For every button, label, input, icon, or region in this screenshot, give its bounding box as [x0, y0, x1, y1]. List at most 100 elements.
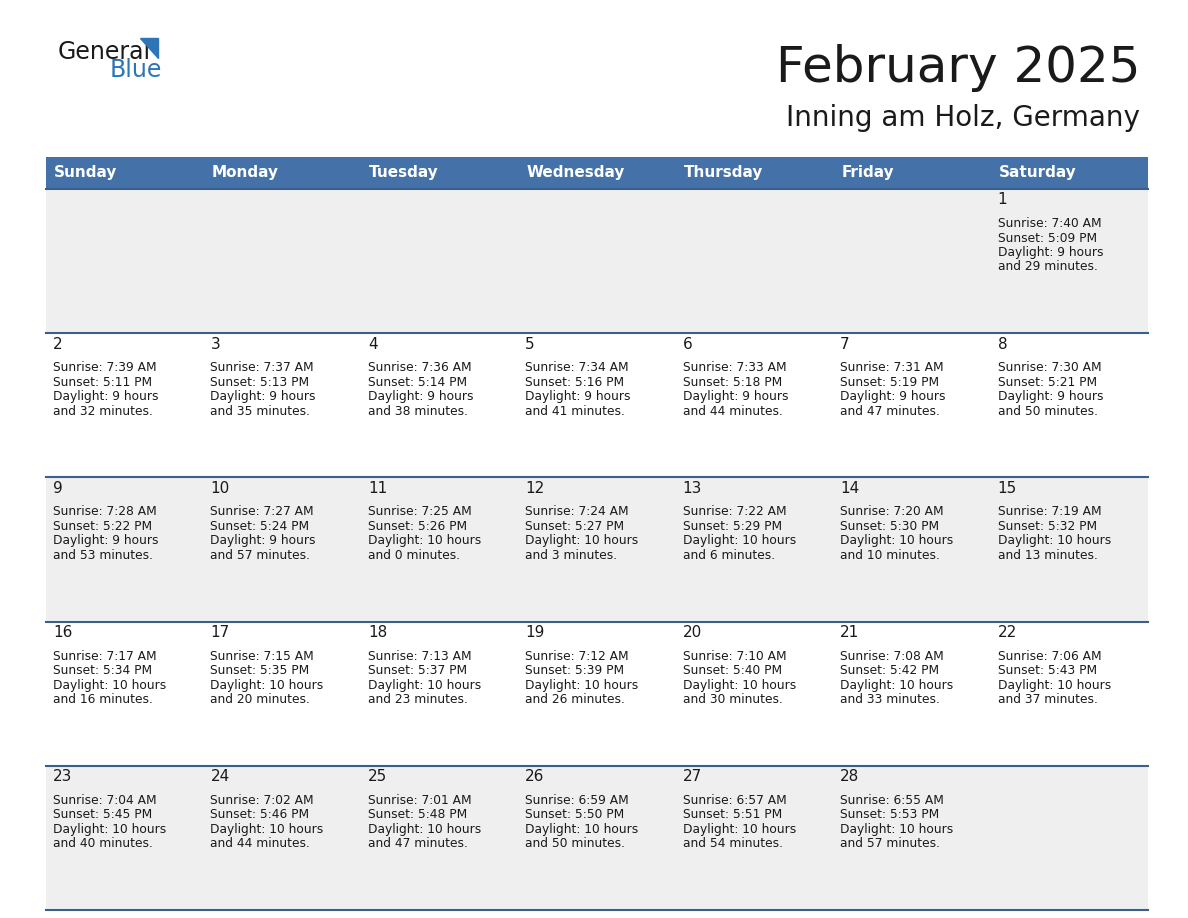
Text: Sunrise: 7:22 AM: Sunrise: 7:22 AM	[683, 506, 786, 519]
Text: Sunset: 5:48 PM: Sunset: 5:48 PM	[368, 809, 467, 822]
Text: 8: 8	[998, 337, 1007, 352]
Text: 7: 7	[840, 337, 849, 352]
Bar	[46, 333, 1148, 477]
Text: and 50 minutes.: and 50 minutes.	[998, 405, 1098, 418]
Text: Sunrise: 7:30 AM: Sunrise: 7:30 AM	[998, 361, 1101, 375]
Text: Sunrise: 7:24 AM: Sunrise: 7:24 AM	[525, 506, 628, 519]
Text: Daylight: 9 hours: Daylight: 9 hours	[683, 390, 788, 403]
Text: Sunset: 5:43 PM: Sunset: 5:43 PM	[998, 664, 1097, 677]
Text: Sunrise: 7:27 AM: Sunrise: 7:27 AM	[210, 506, 314, 519]
Text: Sunrise: 6:59 AM: Sunrise: 6:59 AM	[525, 794, 628, 807]
Text: Sunrise: 7:20 AM: Sunrise: 7:20 AM	[840, 506, 943, 519]
Text: Sunrise: 7:06 AM: Sunrise: 7:06 AM	[998, 650, 1101, 663]
Text: Sunset: 5:24 PM: Sunset: 5:24 PM	[210, 520, 310, 533]
Text: Sunset: 5:46 PM: Sunset: 5:46 PM	[210, 809, 310, 822]
Text: Sunrise: 7:12 AM: Sunrise: 7:12 AM	[525, 650, 628, 663]
Text: Sunrise: 7:04 AM: Sunrise: 7:04 AM	[53, 794, 157, 807]
Text: 3: 3	[210, 337, 220, 352]
Text: Sunset: 5:22 PM: Sunset: 5:22 PM	[53, 520, 152, 533]
Text: Daylight: 10 hours: Daylight: 10 hours	[683, 534, 796, 547]
Text: Sunrise: 7:36 AM: Sunrise: 7:36 AM	[368, 361, 472, 375]
Text: and 57 minutes.: and 57 minutes.	[210, 549, 310, 562]
Text: 21: 21	[840, 625, 859, 640]
Text: Friday: Friday	[841, 165, 893, 181]
Text: Sunday: Sunday	[53, 165, 118, 181]
Text: February 2025: February 2025	[776, 44, 1140, 92]
Text: and 29 minutes.: and 29 minutes.	[998, 261, 1098, 274]
Text: Sunrise: 7:02 AM: Sunrise: 7:02 AM	[210, 794, 314, 807]
Text: 6: 6	[683, 337, 693, 352]
Text: Daylight: 10 hours: Daylight: 10 hours	[210, 823, 323, 835]
Text: and 47 minutes.: and 47 minutes.	[368, 837, 468, 850]
Text: Daylight: 9 hours: Daylight: 9 hours	[525, 390, 631, 403]
Text: 2: 2	[53, 337, 63, 352]
Text: 28: 28	[840, 769, 859, 784]
Text: Daylight: 9 hours: Daylight: 9 hours	[53, 534, 158, 547]
Text: and 26 minutes.: and 26 minutes.	[525, 693, 625, 706]
Text: and 40 minutes.: and 40 minutes.	[53, 837, 153, 850]
Text: and 50 minutes.: and 50 minutes.	[525, 837, 625, 850]
Text: Daylight: 10 hours: Daylight: 10 hours	[368, 534, 481, 547]
Text: and 16 minutes.: and 16 minutes.	[53, 693, 153, 706]
Text: Sunrise: 7:01 AM: Sunrise: 7:01 AM	[368, 794, 472, 807]
Text: Daylight: 10 hours: Daylight: 10 hours	[525, 678, 638, 691]
Text: Wednesday: Wednesday	[526, 165, 625, 181]
Text: Sunrise: 7:17 AM: Sunrise: 7:17 AM	[53, 650, 157, 663]
Text: and 54 minutes.: and 54 minutes.	[683, 837, 783, 850]
Text: 18: 18	[368, 625, 387, 640]
Text: Sunset: 5:40 PM: Sunset: 5:40 PM	[683, 664, 782, 677]
Text: and 6 minutes.: and 6 minutes.	[683, 549, 775, 562]
Text: Sunset: 5:18 PM: Sunset: 5:18 PM	[683, 375, 782, 388]
Text: Daylight: 10 hours: Daylight: 10 hours	[53, 678, 166, 691]
Text: Daylight: 9 hours: Daylight: 9 hours	[368, 390, 473, 403]
Text: Daylight: 9 hours: Daylight: 9 hours	[210, 390, 316, 403]
Text: Thursday: Thursday	[684, 165, 763, 181]
Text: 20: 20	[683, 625, 702, 640]
Text: 12: 12	[525, 481, 544, 496]
Text: Sunrise: 7:33 AM: Sunrise: 7:33 AM	[683, 361, 786, 375]
Text: Sunrise: 7:31 AM: Sunrise: 7:31 AM	[840, 361, 943, 375]
Text: Daylight: 10 hours: Daylight: 10 hours	[210, 678, 323, 691]
Text: Sunset: 5:11 PM: Sunset: 5:11 PM	[53, 375, 152, 388]
Bar	[203, 157, 361, 189]
Text: Sunset: 5:29 PM: Sunset: 5:29 PM	[683, 520, 782, 533]
Text: 10: 10	[210, 481, 229, 496]
Text: 14: 14	[840, 481, 859, 496]
Text: 9: 9	[53, 481, 63, 496]
Text: 15: 15	[998, 481, 1017, 496]
Text: Saturday: Saturday	[999, 165, 1076, 181]
Text: Sunset: 5:09 PM: Sunset: 5:09 PM	[998, 231, 1097, 244]
Text: Sunset: 5:45 PM: Sunset: 5:45 PM	[53, 809, 152, 822]
Text: and 44 minutes.: and 44 minutes.	[683, 405, 783, 418]
Text: and 32 minutes.: and 32 minutes.	[53, 405, 153, 418]
Bar	[676, 157, 833, 189]
Bar	[46, 189, 1148, 333]
Text: General: General	[58, 40, 151, 64]
Text: 17: 17	[210, 625, 229, 640]
Text: Daylight: 10 hours: Daylight: 10 hours	[998, 678, 1111, 691]
Text: and 10 minutes.: and 10 minutes.	[840, 549, 940, 562]
Text: 19: 19	[525, 625, 544, 640]
Text: and 47 minutes.: and 47 minutes.	[840, 405, 940, 418]
Text: Sunrise: 7:39 AM: Sunrise: 7:39 AM	[53, 361, 157, 375]
Bar	[991, 157, 1148, 189]
Text: Daylight: 10 hours: Daylight: 10 hours	[525, 534, 638, 547]
Text: Sunrise: 6:57 AM: Sunrise: 6:57 AM	[683, 794, 786, 807]
Text: Sunrise: 7:10 AM: Sunrise: 7:10 AM	[683, 650, 786, 663]
Bar	[361, 157, 518, 189]
Text: Sunset: 5:16 PM: Sunset: 5:16 PM	[525, 375, 625, 388]
Text: Daylight: 9 hours: Daylight: 9 hours	[998, 390, 1104, 403]
Text: 1: 1	[998, 193, 1007, 207]
Text: and 35 minutes.: and 35 minutes.	[210, 405, 310, 418]
Text: Daylight: 9 hours: Daylight: 9 hours	[998, 246, 1104, 259]
Text: 11: 11	[368, 481, 387, 496]
Text: Sunset: 5:14 PM: Sunset: 5:14 PM	[368, 375, 467, 388]
Text: Daylight: 9 hours: Daylight: 9 hours	[840, 390, 946, 403]
Text: Tuesday: Tuesday	[368, 165, 438, 181]
Text: and 53 minutes.: and 53 minutes.	[53, 549, 153, 562]
Polygon shape	[140, 38, 158, 58]
Text: Sunset: 5:37 PM: Sunset: 5:37 PM	[368, 664, 467, 677]
Text: and 30 minutes.: and 30 minutes.	[683, 693, 783, 706]
Bar	[833, 157, 991, 189]
Text: and 3 minutes.: and 3 minutes.	[525, 549, 618, 562]
